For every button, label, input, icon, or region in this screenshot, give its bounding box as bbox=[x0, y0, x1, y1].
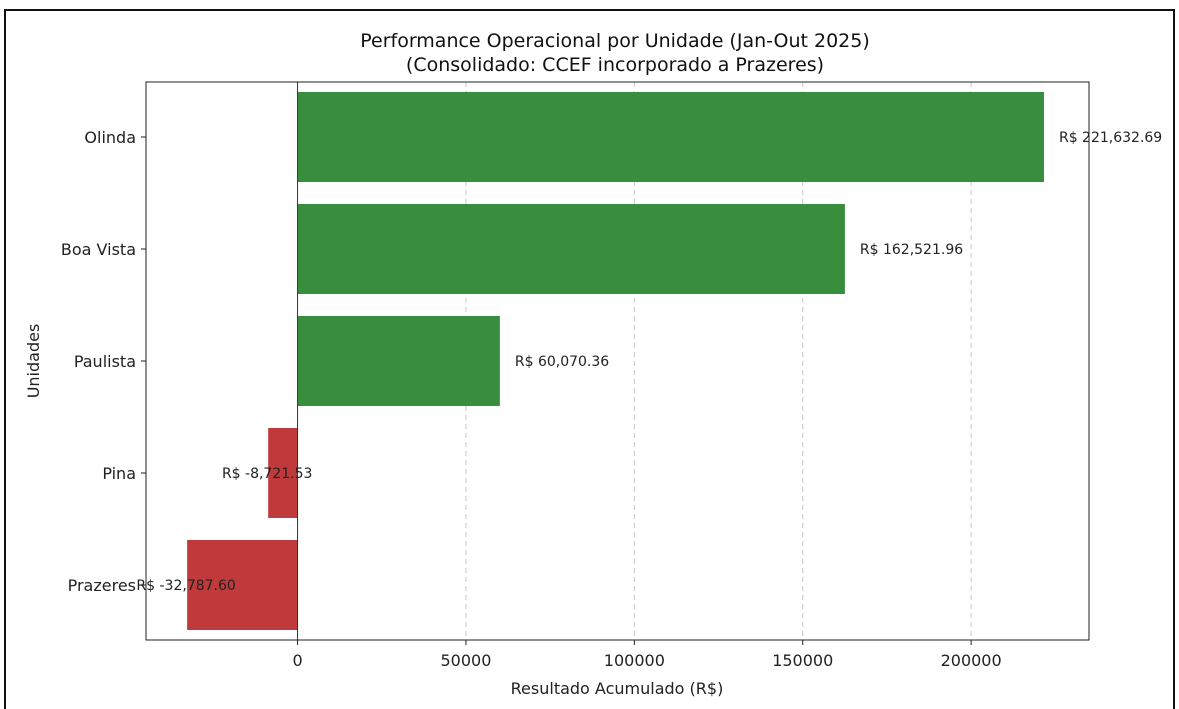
data-label: R$ 221,632.69 bbox=[1059, 130, 1162, 146]
x-tick-label: 200000 bbox=[941, 651, 1002, 670]
y-tick-label: Pina bbox=[102, 464, 136, 483]
x-tick-label: 0 bbox=[292, 651, 302, 670]
x-axis-label: Resultado Acumulado (R$) bbox=[511, 679, 724, 698]
y-tick-label: Prazeres bbox=[68, 576, 136, 595]
chart-subtitle: (Consolidado: CCEF incorporado a Prazere… bbox=[406, 54, 824, 76]
x-tick-label: 100000 bbox=[604, 651, 665, 670]
y-axis: Olinda Boa Vista Paulista Pina Prazeres bbox=[61, 128, 146, 595]
bar-pina bbox=[268, 428, 298, 518]
x-tick-label: 150000 bbox=[772, 651, 833, 670]
data-label: R$ 60,070.36 bbox=[515, 354, 609, 370]
y-tick-label: Olinda bbox=[84, 128, 136, 147]
bar-prazeres bbox=[187, 540, 298, 630]
bar-boa-vista bbox=[297, 204, 845, 294]
bar-paulista bbox=[297, 316, 500, 406]
data-label: R$ -32,787.60 bbox=[136, 578, 235, 594]
data-label: R$ -8,721.53 bbox=[222, 466, 312, 482]
figure-border bbox=[4, 9, 1175, 709]
y-tick-label: Boa Vista bbox=[61, 240, 136, 259]
bars bbox=[187, 92, 1044, 630]
y-tick-label: Paulista bbox=[74, 352, 136, 371]
x-axis: 0 50000 100000 150000 200000 bbox=[292, 640, 1002, 670]
chart-title: Performance Operacional por Unidade (Jan… bbox=[360, 30, 870, 52]
data-labels: R$ 221,632.69 R$ 162,521.96 R$ 60,070.36 R$… bbox=[136, 130, 1162, 594]
x-tick-label: 50000 bbox=[440, 651, 491, 670]
bar-olinda bbox=[297, 92, 1044, 182]
data-label: R$ 162,521.96 bbox=[860, 242, 963, 258]
y-axis-label: Unidades bbox=[24, 324, 43, 399]
